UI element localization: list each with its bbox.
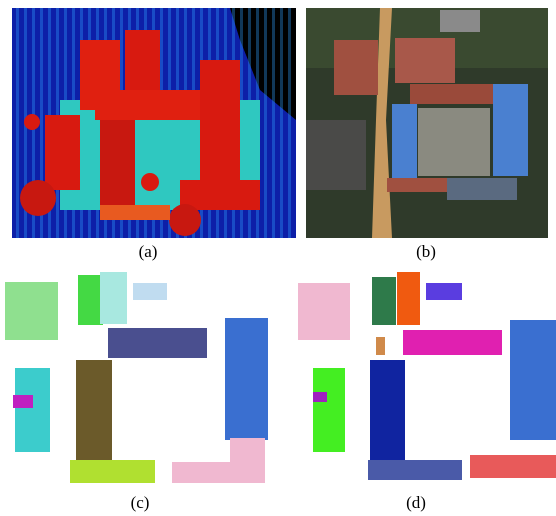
caption: (b) [416, 242, 436, 261]
panel-b-image [306, 8, 548, 238]
caption: (c) [131, 493, 150, 512]
caption: (d) [406, 493, 426, 512]
figure: (a) (b) (c) [0, 0, 556, 516]
panel-d-image [298, 272, 556, 480]
panel-c-image [5, 272, 268, 483]
caption: (a) [139, 242, 158, 261]
panel-a-image [12, 8, 296, 238]
